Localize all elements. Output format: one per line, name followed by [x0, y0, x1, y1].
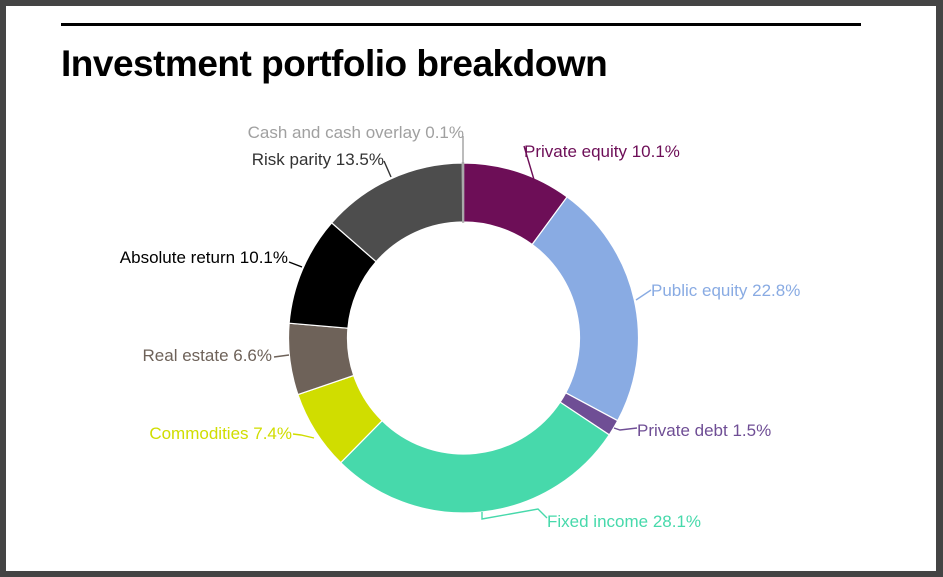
label-commodities: Commodities 7.4% — [149, 424, 292, 443]
leader-line — [613, 427, 638, 431]
label-fixed-income: Fixed income 28.1% — [547, 512, 701, 531]
label-public-equity: Public equity 22.8% — [651, 281, 800, 300]
label-leader-lines — [273, 136, 652, 520]
leader-line — [383, 160, 392, 178]
leader-line — [292, 433, 315, 439]
leader-line — [288, 261, 303, 268]
slice-fixed-income[interactable] — [339, 401, 611, 514]
donut-slices — [287, 162, 640, 514]
label-absolute-return: Absolute return 10.1% — [120, 248, 288, 267]
slice-public-equity[interactable] — [531, 196, 640, 422]
label-private-debt: Private debt 1.5% — [637, 421, 771, 440]
leader-line — [273, 354, 290, 358]
leader-line — [481, 508, 548, 520]
label-private-equity: Private equity 10.1% — [524, 142, 680, 161]
chart-title: Investment portfolio breakdown — [61, 43, 608, 84]
label-risk-parity: Risk parity 13.5% — [252, 150, 384, 169]
slice-cash-and-cash-overlay[interactable] — [461, 162, 465, 223]
leader-line — [635, 289, 652, 301]
slice-labels: Private equity 10.1% Public equity 22.8% P… — [120, 123, 801, 531]
top-rule-divider — [61, 23, 861, 26]
label-cash-and-cash-overlay: Cash and cash overlay 0.1% — [248, 123, 464, 142]
leader-line — [523, 145, 536, 184]
label-real-estate: Real estate 6.6% — [143, 346, 272, 365]
